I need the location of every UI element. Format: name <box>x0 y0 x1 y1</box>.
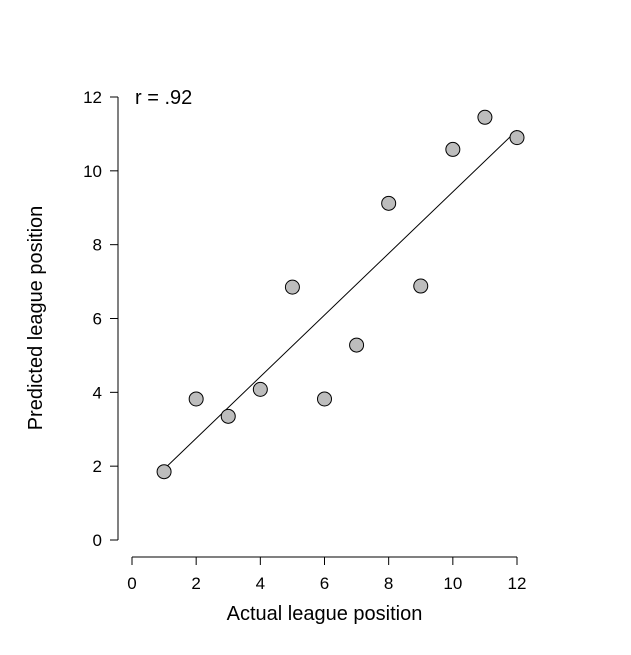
y-tick-label: 2 <box>93 457 102 476</box>
data-point <box>509 130 525 146</box>
x-tick-label: 6 <box>320 574 329 593</box>
regression-line <box>163 129 518 470</box>
data-point <box>445 141 461 157</box>
x-tick-label: 2 <box>191 574 200 593</box>
data-point <box>381 195 397 211</box>
y-tick-label: 10 <box>83 162 102 181</box>
y-tick-label: 8 <box>93 236 102 255</box>
y-axis-title: Predicted league position <box>25 206 47 431</box>
data-point <box>188 391 204 407</box>
y-tick-label: 12 <box>83 88 102 107</box>
data-point <box>413 278 429 294</box>
data-point <box>477 109 493 125</box>
x-tick-label: 10 <box>443 574 462 593</box>
data-point <box>156 464 172 480</box>
x-tick-label: 0 <box>127 574 136 593</box>
x-tick-label: 8 <box>384 574 393 593</box>
data-point <box>252 381 268 397</box>
y-tick-label: 0 <box>93 531 102 550</box>
y-ticks: 0 2 4 6 8 10 12 <box>83 88 118 550</box>
correlation-annotation: r = .92 <box>135 87 192 109</box>
axes <box>117 97 517 558</box>
data-point <box>317 391 332 407</box>
x-tick-label: 12 <box>508 574 527 593</box>
x-tick-label: 4 <box>256 574 265 593</box>
data-point <box>220 408 236 424</box>
y-tick-label: 6 <box>93 310 102 329</box>
data-points <box>156 109 525 480</box>
x-axis-title: Actual league position <box>227 603 423 625</box>
data-point <box>284 279 300 295</box>
x-ticks: 0 2 4 6 8 10 12 <box>127 557 526 593</box>
data-point <box>349 337 365 353</box>
y-tick-label: 4 <box>93 383 102 402</box>
